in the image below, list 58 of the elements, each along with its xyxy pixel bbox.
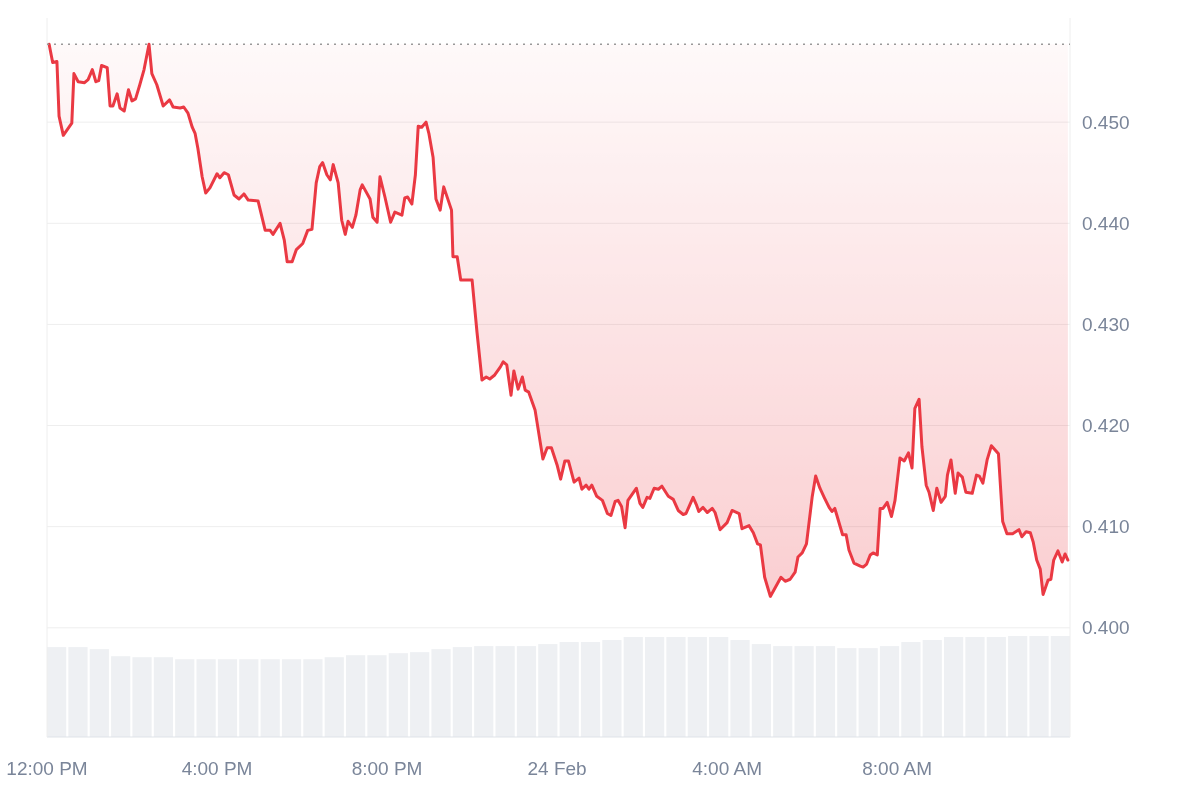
bar <box>196 659 216 737</box>
bar <box>922 640 942 737</box>
x-tick-label: 4:00 AM <box>692 757 762 779</box>
x-tick-label: 12:00 PM <box>6 757 88 779</box>
bar <box>794 646 814 737</box>
bar <box>346 655 366 737</box>
bar <box>623 637 643 737</box>
x-tick-label: 8:00 PM <box>351 757 423 779</box>
bar <box>217 659 238 737</box>
bar <box>132 657 152 737</box>
bar <box>1008 636 1028 737</box>
x-tick-label: 8:00 AM <box>862 757 932 779</box>
bar <box>324 657 344 737</box>
bar <box>773 646 793 737</box>
bar <box>879 646 900 737</box>
bar <box>175 659 195 737</box>
x-tick-label: 4:00 PM <box>181 757 253 779</box>
bar <box>538 644 558 737</box>
bar <box>68 647 88 737</box>
bar <box>388 653 408 737</box>
y-tick-label: 0.450 <box>1082 111 1130 133</box>
bar <box>730 640 750 737</box>
bar <box>858 648 878 737</box>
bar <box>815 646 836 737</box>
y-tick-label: 0.410 <box>1082 516 1130 538</box>
bar <box>709 637 729 737</box>
bar <box>431 649 451 737</box>
bar <box>559 642 579 737</box>
y-tick-label: 0.440 <box>1082 212 1130 234</box>
bar <box>837 648 857 737</box>
bar <box>303 659 323 737</box>
bar <box>687 637 707 737</box>
y-tick-label: 0.430 <box>1082 313 1130 335</box>
x-tick-label: 24 Feb <box>527 757 587 779</box>
bar <box>281 659 302 737</box>
bar <box>452 647 472 737</box>
bar <box>367 655 387 737</box>
bar <box>666 637 686 737</box>
bar <box>111 656 131 737</box>
bar <box>260 659 280 737</box>
bar <box>751 644 771 737</box>
bar <box>943 637 964 737</box>
bar <box>239 659 259 737</box>
bar <box>410 652 430 737</box>
bar <box>645 637 665 737</box>
bar <box>495 646 515 737</box>
bar <box>89 649 109 737</box>
bar <box>602 640 622 737</box>
y-tick-label: 0.400 <box>1082 617 1130 639</box>
bar <box>474 646 494 737</box>
bar <box>516 646 537 737</box>
bar <box>901 642 921 737</box>
bar <box>1029 636 1049 737</box>
bar <box>965 637 985 737</box>
bar <box>580 642 601 737</box>
bar <box>986 637 1006 737</box>
bar <box>153 657 174 737</box>
y-tick-label: 0.420 <box>1082 415 1130 437</box>
